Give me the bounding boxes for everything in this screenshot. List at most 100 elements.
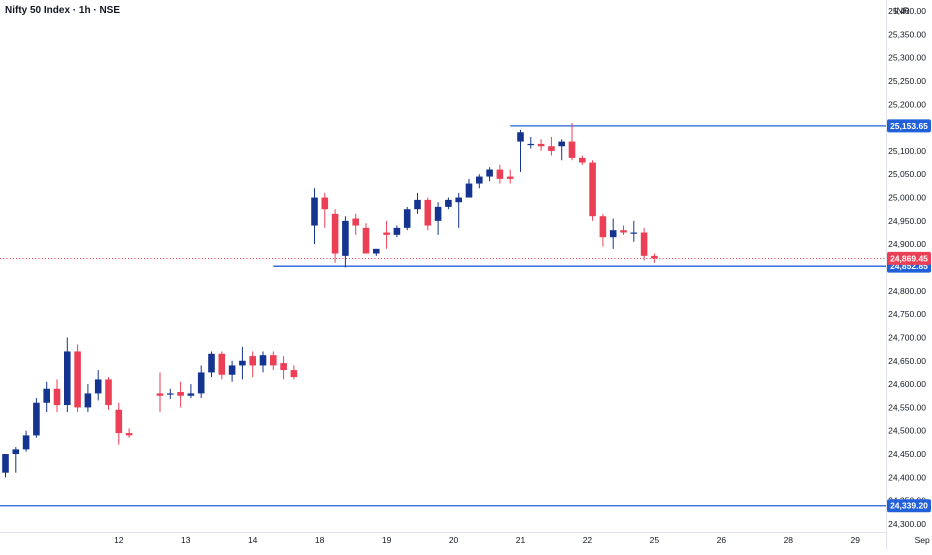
x-tick-label: 20 bbox=[449, 535, 459, 545]
y-tick-label: 24,950.00 bbox=[888, 216, 926, 226]
candle-body bbox=[445, 199, 452, 207]
candle-body bbox=[373, 248, 380, 254]
candle-body bbox=[249, 356, 256, 366]
candle-body bbox=[599, 216, 607, 238]
candle-down bbox=[640, 227, 648, 261]
y-tick-label: 24,450.00 bbox=[888, 449, 926, 459]
candle-body bbox=[393, 227, 401, 235]
candle-body bbox=[290, 370, 298, 378]
x-tick-label: 28 bbox=[784, 535, 794, 545]
candle-body bbox=[12, 449, 20, 455]
candle-up bbox=[434, 202, 442, 235]
candle-body bbox=[280, 363, 287, 371]
candle-up bbox=[84, 384, 92, 413]
candle-down bbox=[125, 428, 133, 438]
candle-up bbox=[208, 351, 215, 378]
y-tick-label: 24,400.00 bbox=[888, 472, 926, 482]
candle-body bbox=[331, 213, 339, 254]
candle-body bbox=[579, 157, 586, 163]
x-tick-label: 26 bbox=[717, 535, 727, 545]
candle-up bbox=[239, 346, 246, 380]
candle-down bbox=[579, 155, 586, 165]
x-axis-labels: 12 13 14 18 19 20 21 22 25 26 28 29 Sep bbox=[114, 535, 930, 545]
candle-up bbox=[393, 225, 401, 238]
candle-down bbox=[352, 213, 359, 235]
y-tick-label: 24,500.00 bbox=[888, 426, 926, 436]
y-tick-label: 24,550.00 bbox=[888, 402, 926, 412]
candle-body bbox=[115, 409, 123, 434]
candle-down bbox=[270, 351, 277, 371]
x-tick-label: 21 bbox=[516, 535, 526, 545]
candle-body bbox=[424, 199, 432, 226]
x-tick-label: Sep bbox=[915, 535, 930, 545]
horizontal-levels bbox=[0, 125, 886, 507]
candle-down bbox=[383, 220, 390, 249]
y-tick-label: 24,800.00 bbox=[888, 286, 926, 296]
candle-body bbox=[558, 141, 565, 147]
candle-down bbox=[290, 365, 298, 380]
candle-body bbox=[537, 143, 545, 147]
current-price-tag-text: 24,869.45 bbox=[890, 253, 928, 263]
candle-down bbox=[280, 356, 287, 380]
candle-up bbox=[94, 370, 102, 401]
candle-up bbox=[455, 192, 462, 228]
current-price-tag: 24,869.45 bbox=[887, 251, 931, 265]
candle-up bbox=[373, 248, 380, 256]
candle-body bbox=[208, 353, 215, 373]
candle-up bbox=[558, 139, 565, 161]
level-price-tag: 25,153.65 bbox=[887, 119, 931, 133]
candle-up bbox=[445, 197, 452, 210]
candle-body bbox=[342, 220, 349, 256]
y-tick-label: 25,000.00 bbox=[888, 193, 926, 203]
y-tick-label: 24,300.00 bbox=[888, 519, 926, 529]
candle-body bbox=[259, 355, 267, 366]
candle-body bbox=[94, 379, 102, 394]
candle-body bbox=[177, 392, 184, 396]
candle-body bbox=[239, 360, 246, 366]
candle-body bbox=[414, 199, 421, 210]
candle-body bbox=[22, 435, 30, 450]
candle-body bbox=[125, 433, 133, 436]
candle-body bbox=[352, 218, 359, 226]
x-tick-label: 19 bbox=[382, 535, 392, 545]
candle-body bbox=[43, 388, 50, 403]
candle-body bbox=[33, 402, 40, 436]
chart-title: Nifty 50 Index · 1h · NSE bbox=[5, 5, 121, 16]
candle-down bbox=[156, 372, 164, 413]
y-tick-label: 25,400.00 bbox=[888, 6, 926, 16]
candle-body bbox=[527, 143, 535, 146]
candle-down bbox=[74, 344, 81, 413]
candle-body bbox=[270, 355, 277, 366]
candle-body bbox=[434, 206, 442, 221]
x-tick-label: 29 bbox=[851, 535, 861, 545]
y-tick-label: 24,900.00 bbox=[888, 239, 926, 249]
candle-body bbox=[362, 227, 370, 254]
candle-down bbox=[249, 351, 256, 378]
candle-body bbox=[589, 162, 596, 217]
y-tick-label: 25,050.00 bbox=[888, 169, 926, 179]
candle-down bbox=[321, 192, 329, 228]
x-tick-label: 13 bbox=[181, 535, 191, 545]
candle-body bbox=[64, 351, 71, 406]
x-tick-label: 12 bbox=[114, 535, 124, 545]
candle-body bbox=[84, 393, 92, 408]
candle-down bbox=[331, 209, 339, 263]
level-price-tag-text: 24,852.85 bbox=[890, 261, 928, 271]
candle-down bbox=[651, 253, 658, 263]
candle-up bbox=[403, 206, 411, 231]
y-tick-label: 25,200.00 bbox=[888, 99, 926, 109]
candle-body bbox=[455, 197, 462, 203]
candle-body bbox=[2, 454, 9, 473]
candle-body bbox=[640, 232, 648, 256]
candle-body bbox=[218, 353, 226, 375]
candle-up bbox=[342, 216, 349, 268]
candle-up bbox=[476, 174, 483, 189]
candle-body bbox=[311, 197, 318, 226]
candle-up bbox=[630, 220, 638, 242]
candle-body bbox=[609, 230, 617, 238]
y-tick-label: 25,250.00 bbox=[888, 76, 926, 86]
candle-body bbox=[465, 183, 473, 198]
y-tick-label: 25,100.00 bbox=[888, 146, 926, 156]
